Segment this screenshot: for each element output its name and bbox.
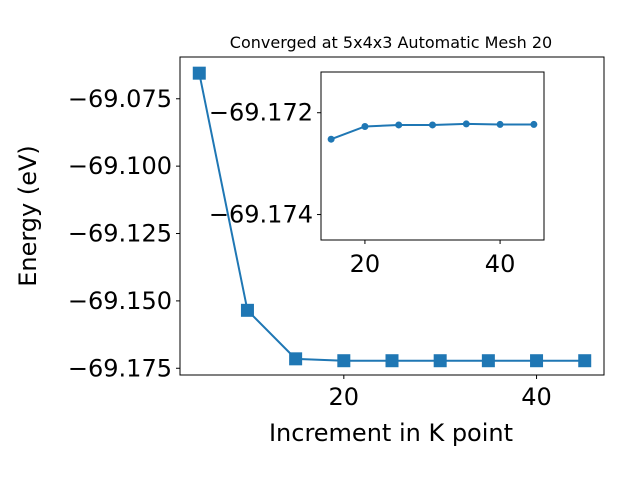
data-point <box>337 354 351 368</box>
data-point <box>327 135 335 143</box>
x-tick-label: 20 <box>329 383 360 411</box>
data-point <box>240 303 254 317</box>
main-markers <box>192 66 592 368</box>
data-point <box>433 354 447 368</box>
data-point <box>192 66 206 80</box>
main-ticks: 20 40 −69.075 −69.100 −69.125 −69.150 −69.175 <box>68 85 552 411</box>
y-tick-label: −69.175 <box>68 354 172 382</box>
x-tick-label: 40 <box>521 383 552 411</box>
y-tick-label: −69.174 <box>209 201 313 229</box>
x-tick-label: 20 <box>350 250 381 278</box>
y-tick-label: −69.172 <box>209 99 313 127</box>
data-point <box>361 122 369 130</box>
inset-ticks: 20 40 −69.174 −69.172 <box>209 99 515 278</box>
y-tick-label: −69.150 <box>68 287 172 315</box>
data-point <box>578 354 592 368</box>
inset-axes-frame <box>320 71 545 241</box>
main-axes-frame <box>179 56 605 376</box>
data-point <box>429 121 436 129</box>
data-point <box>530 354 544 368</box>
main-plot: Converged at 5x4x3 Automatic Mesh 20 Inc… <box>14 33 605 447</box>
y-axis-label: Energy (eV) <box>14 145 42 287</box>
data-point <box>385 354 399 368</box>
y-tick-label: −69.075 <box>68 85 172 113</box>
data-point <box>395 121 403 129</box>
x-tick-label: 40 <box>485 250 516 278</box>
data-point <box>289 352 303 366</box>
chart-title: Converged at 5x4x3 Automatic Mesh 20 <box>230 33 552 52</box>
inset-background <box>321 72 544 240</box>
data-point <box>496 120 504 128</box>
y-tick-label: −69.100 <box>68 152 172 180</box>
data-point <box>462 120 470 128</box>
x-axis-label: Increment in K point <box>269 419 513 447</box>
inset-markers <box>327 120 538 143</box>
data-point <box>481 354 495 368</box>
inset-plot: 20 40 −69.174 −69.172 <box>209 71 545 278</box>
y-tick-label: −69.125 <box>68 220 172 248</box>
data-point <box>530 120 538 128</box>
